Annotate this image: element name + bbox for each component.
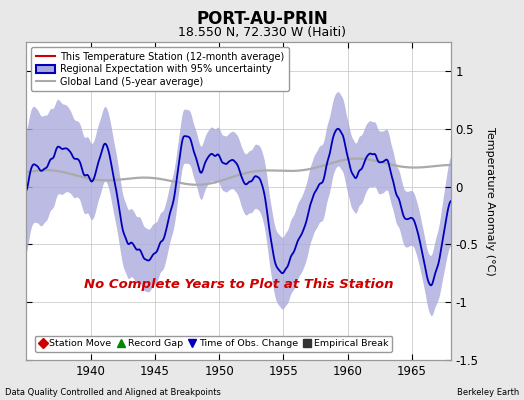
Text: No Complete Years to Plot at This Station: No Complete Years to Plot at This Statio… <box>84 278 393 291</box>
Text: PORT-AU-PRIN: PORT-AU-PRIN <box>196 10 328 28</box>
Text: 18.550 N, 72.330 W (Haiti): 18.550 N, 72.330 W (Haiti) <box>178 26 346 39</box>
Text: Berkeley Earth: Berkeley Earth <box>456 388 519 397</box>
Y-axis label: Temperature Anomaly (°C): Temperature Anomaly (°C) <box>485 127 496 275</box>
Legend: Station Move, Record Gap, Time of Obs. Change, Empirical Break: Station Move, Record Gap, Time of Obs. C… <box>35 336 392 352</box>
Text: Data Quality Controlled and Aligned at Breakpoints: Data Quality Controlled and Aligned at B… <box>5 388 221 397</box>
